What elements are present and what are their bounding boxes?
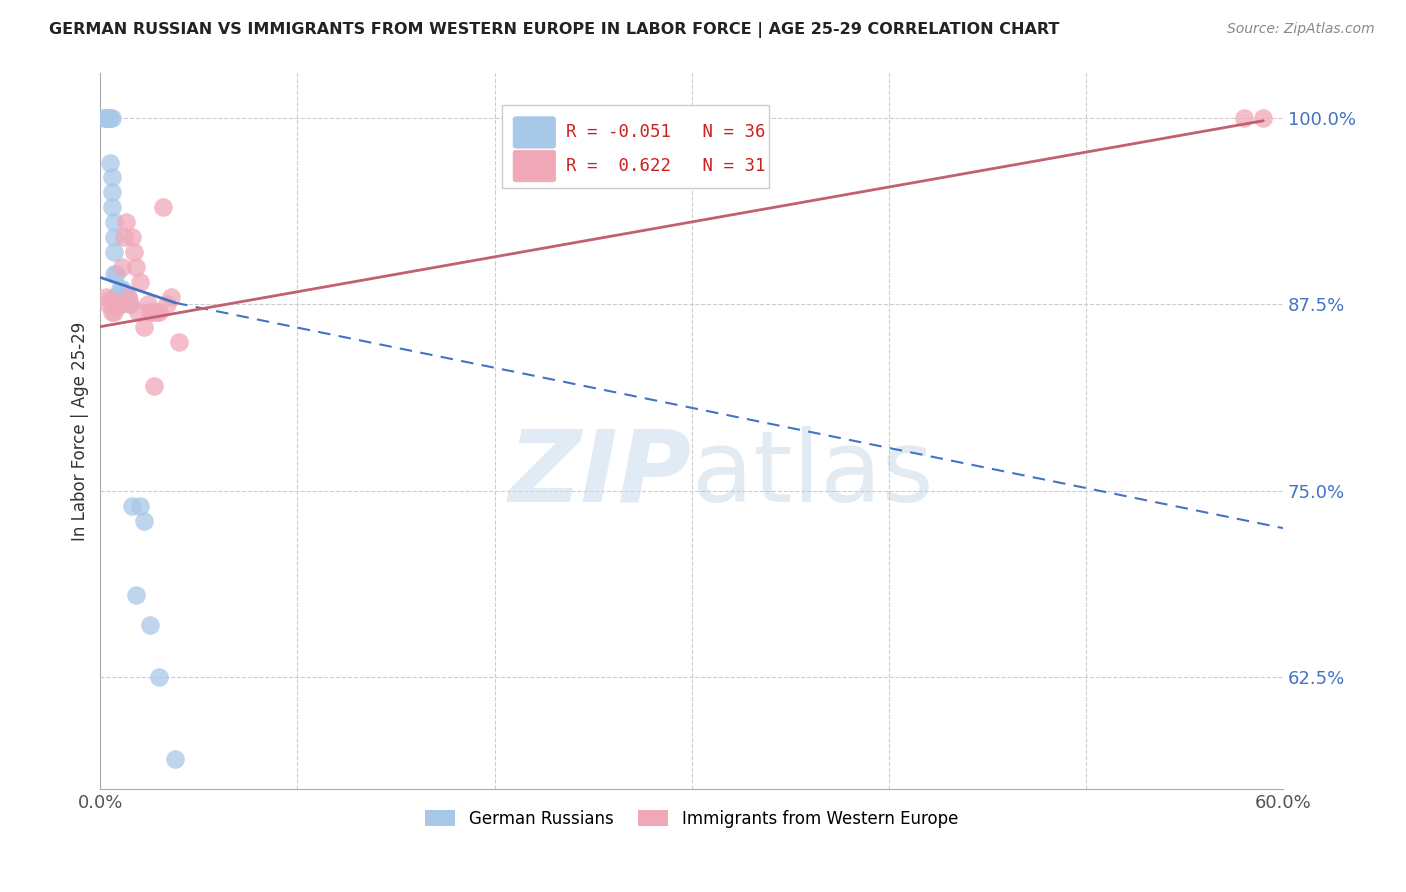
Point [103, 245, 125, 260]
Point [96, 111, 118, 125]
Text: GERMAN RUSSIAN VS IMMIGRANTS FROM WESTERN EUROPE IN LABOR FORCE | AGE 25-29 CORR: GERMAN RUSSIAN VS IMMIGRANTS FROM WESTER… [49, 22, 1060, 38]
Point [101, 170, 124, 185]
Point [132, 514, 155, 528]
Point [112, 230, 135, 244]
Point [98, 155, 121, 169]
Point [148, 670, 170, 684]
Point [1251, 111, 1274, 125]
Point [98, 293, 121, 307]
Point [115, 293, 138, 307]
Point [142, 379, 165, 393]
Point [105, 297, 128, 311]
Point [136, 297, 159, 311]
Point [122, 245, 145, 260]
Point [97, 111, 120, 125]
Point [101, 304, 124, 318]
Point [115, 215, 138, 229]
Point [132, 319, 155, 334]
Point [103, 268, 125, 282]
Point [125, 260, 148, 274]
FancyBboxPatch shape [513, 151, 555, 182]
Point [118, 297, 141, 311]
Point [152, 200, 174, 214]
Point [138, 618, 160, 632]
Point [121, 230, 143, 244]
Point [96, 290, 118, 304]
Y-axis label: In Labor Force | Age 25-29: In Labor Force | Age 25-29 [72, 321, 89, 541]
Point [160, 290, 183, 304]
Point [107, 290, 129, 304]
Point [128, 275, 150, 289]
Point [1232, 111, 1254, 125]
Point [141, 304, 163, 318]
Point [128, 499, 150, 513]
Point [97, 111, 120, 125]
Point [117, 290, 139, 304]
Point [105, 297, 128, 311]
Point [103, 230, 125, 244]
Point [145, 304, 167, 318]
Point [103, 215, 125, 229]
Point [107, 297, 129, 311]
Text: R = -0.051   N = 36: R = -0.051 N = 36 [567, 123, 766, 142]
Text: R =  0.622   N = 31: R = 0.622 N = 31 [567, 157, 766, 175]
Text: atlas: atlas [692, 425, 934, 523]
FancyBboxPatch shape [513, 117, 555, 148]
Point [101, 111, 124, 125]
Point [125, 588, 148, 602]
Point [103, 290, 125, 304]
Point [121, 499, 143, 513]
FancyBboxPatch shape [502, 105, 769, 187]
Point [111, 282, 134, 296]
Point [101, 186, 124, 200]
Point [103, 304, 125, 318]
Text: ZIP: ZIP [509, 425, 692, 523]
Point [117, 290, 139, 304]
Legend: German Russians, Immigrants from Western Europe: German Russians, Immigrants from Western… [419, 804, 965, 835]
Point [98, 111, 121, 125]
Point [107, 297, 129, 311]
Point [108, 297, 131, 311]
Point [118, 297, 141, 311]
Point [167, 334, 190, 349]
Point [93, 111, 115, 125]
Point [101, 200, 124, 214]
Point [108, 282, 131, 296]
Point [112, 293, 135, 307]
Point [98, 111, 121, 125]
Point [138, 304, 160, 318]
Point [97, 297, 120, 311]
Point [165, 752, 187, 766]
Text: Source: ZipAtlas.com: Source: ZipAtlas.com [1227, 22, 1375, 37]
Point [148, 304, 170, 318]
Point [105, 268, 128, 282]
Point [111, 297, 134, 311]
Point [111, 260, 134, 274]
Point [108, 290, 131, 304]
Point [127, 304, 149, 318]
Point [105, 290, 128, 304]
Point [156, 297, 179, 311]
